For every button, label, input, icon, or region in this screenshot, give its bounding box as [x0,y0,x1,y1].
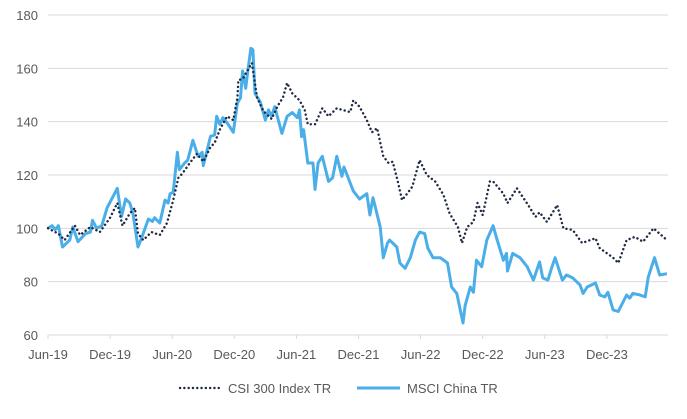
x-tick-label: Jun-23 [525,347,565,362]
x-tick-label: Dec-22 [462,347,504,362]
series-line-csi300 [46,61,669,265]
series-line-msci-china [47,46,668,325]
y-axis-ticks: 60 80 100 120 140 160 180 [16,8,38,343]
x-tick-label: Dec-19 [89,347,131,362]
x-tick-label: Jun-19 [28,347,68,362]
legend-label-msci-china: MSCI China TR [407,381,498,396]
legend: CSI 300 Index TR MSCI China TR [178,381,498,396]
legend-label-csi300: CSI 300 Index TR [228,381,331,396]
y-tick-label: 80 [24,275,38,290]
gridlines [48,14,668,336]
y-tick-label: 180 [16,8,38,23]
x-tick-label: Dec-21 [338,347,380,362]
x-axis-ticks: Jun-19 Dec-19 Jun-20 Dec-20 Jun-21 Dec-21 Jun-… [28,335,628,362]
y-tick-label: 160 [16,61,38,76]
x-tick-label: Dec-20 [213,347,255,362]
x-tick-label: Jun-22 [401,347,441,362]
series-lines [46,46,669,325]
y-tick-label: 120 [16,168,38,183]
x-tick-label: Dec-23 [586,347,628,362]
y-tick-label: 60 [24,328,38,343]
y-tick-label: 100 [16,221,38,236]
y-tick-label: 140 [16,115,38,130]
x-tick-label: Jun-21 [277,347,317,362]
x-tick-label: Jun-20 [152,347,192,362]
